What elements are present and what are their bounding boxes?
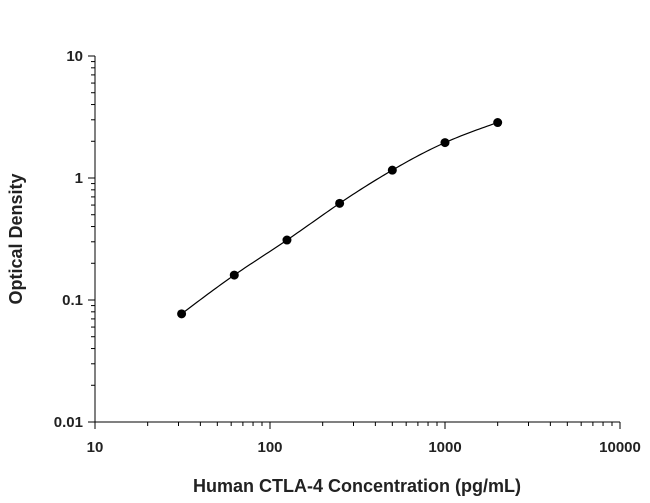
x-tick-label: 10	[87, 439, 104, 456]
data-points	[177, 118, 503, 319]
data-point	[177, 309, 187, 319]
y-tick-label: 0.01	[54, 414, 83, 431]
data-point	[229, 270, 239, 280]
fit-curve-layer	[181, 121, 498, 315]
data-point	[493, 118, 503, 128]
data-point	[440, 138, 450, 148]
x-tick-label: 10000	[599, 439, 641, 456]
x-axis-title: Human CTLA-4 Concentration (pg/mL)	[193, 476, 521, 496]
data-point	[282, 235, 292, 245]
y-tick-label: 0.1	[62, 292, 83, 309]
axes	[88, 55, 621, 429]
y-tick-label: 1	[75, 170, 83, 187]
tick-labels: 10 100 1000 10000 10 1 0.1 0.01	[54, 48, 641, 456]
data-point	[387, 165, 397, 175]
y-axis-title: Optical Density	[6, 173, 26, 304]
fit-curve	[181, 121, 498, 315]
y-tick-label: 10	[66, 48, 83, 65]
x-tick-label: 100	[257, 439, 282, 456]
data-point	[335, 198, 345, 208]
x-tick-label: 1000	[428, 439, 461, 456]
